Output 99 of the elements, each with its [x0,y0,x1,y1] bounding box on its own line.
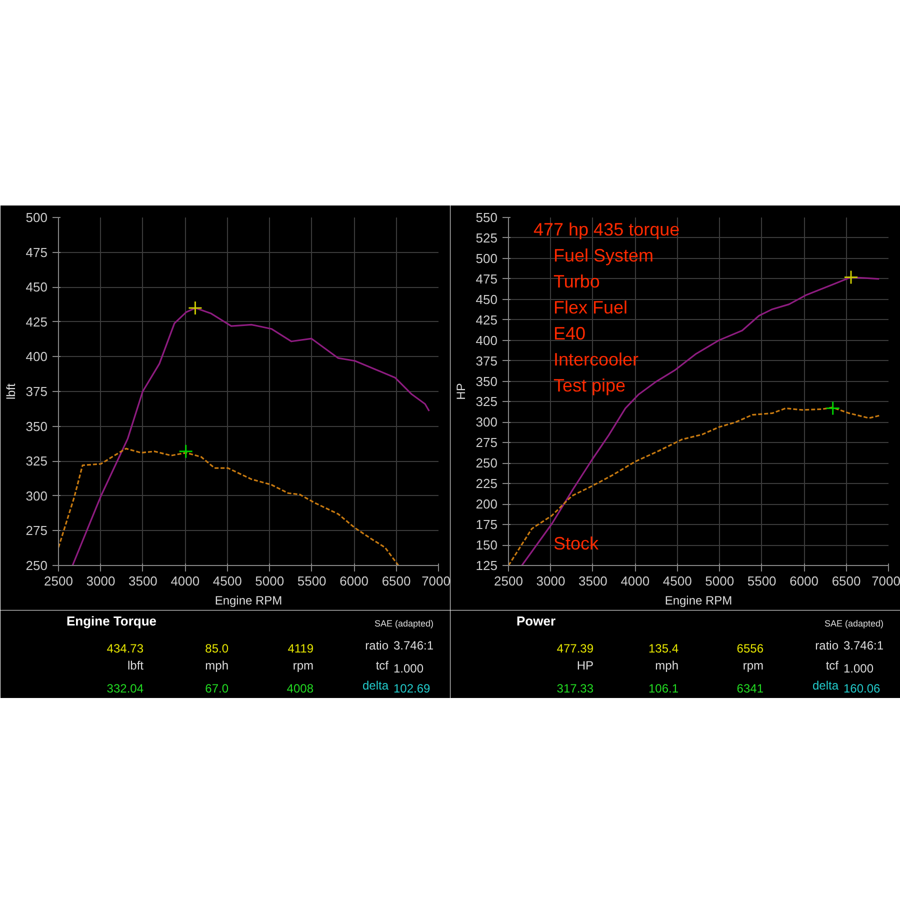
y-tick-label: 275 [26,523,48,538]
y-axis-title: lbft [4,382,18,400]
x-tick-label: 7000 [422,574,450,588]
y-tick-label: 375 [26,384,48,399]
text: SAE (adapted) [374,618,434,628]
x-axis-title: Engine RPM [664,594,732,608]
y-tick-label: 350 [26,418,48,434]
y-tick-label: 200 [476,496,498,512]
x-tick-label: 5000 [705,574,734,588]
annotation: Turbo [554,272,600,292]
text: 6341 [736,682,764,696]
line-series [72,307,430,566]
annotation: Test pipe [554,376,626,396]
y-tick-label: 225 [476,476,498,492]
x-tick-label: 5500 [297,574,326,588]
text: 6556 [736,642,764,656]
text: 1.000 [394,662,424,676]
y-tick-label: 425 [26,314,48,330]
y-tick-label: 250 [26,558,48,573]
x-tick-label: 2500 [494,574,523,588]
y-tick-label: 500 [476,250,498,266]
text: ratio [815,638,839,652]
y-tick-label: 500 [26,210,48,225]
text: 332.04 [106,682,144,696]
text: Engine Torque [66,614,157,628]
text: rpm [742,658,764,672]
y-tick-label: 525 [476,230,498,246]
text: delta [362,678,389,692]
x-tick-label: 3500 [578,574,608,588]
series-label: Stock [554,534,600,554]
y-tick-label: 150 [476,538,498,553]
text: 1.000 [844,662,874,676]
x-tick-label: 3000 [86,574,116,588]
line-series [521,276,880,566]
text: tcf [376,658,390,672]
text: 434.73 [106,642,144,656]
text: 102.69 [394,682,431,696]
text: 477.39 [556,642,594,656]
x-tick-label: 6500 [832,574,861,588]
y-tick-label: 125 [476,558,498,573]
x-tick-label: 5000 [255,574,284,588]
y-tick-label: 375 [476,353,498,368]
y-tick-label: 300 [26,488,48,504]
text: ratio [365,638,389,652]
x-tick-label: 4000 [170,574,200,588]
text: HP [576,658,594,672]
y-tick-label: 475 [476,271,498,286]
text: 67.0 [205,682,229,696]
text: 4119 [288,642,314,656]
x-tick-label: 6000 [790,574,819,588]
annotation: Flex Fuel [554,298,628,318]
annotation: E40 [554,324,586,344]
text: mph [655,658,678,672]
text: lbft [127,658,144,672]
text: mph [205,658,228,672]
y-tick-label: 450 [26,280,48,295]
text: 160.06 [844,682,881,696]
y-tick-label: 250 [476,456,498,471]
y-tick-label: 450 [476,292,498,307]
text: 4008 [286,682,314,696]
x-axis-title: Engine RPM [214,594,282,608]
y-tick-label: 400 [476,332,498,348]
y-tick-label: 400 [26,349,48,364]
y-tick-label: 550 [476,210,498,225]
line-series [508,406,880,566]
annotation: Fuel System [554,246,654,266]
text: 3.746:1 [394,638,434,652]
annotation: Intercooler [554,350,639,370]
y-tick-label: 325 [476,394,498,410]
y-axis-title: HP [454,383,468,400]
x-tick-label: 7000 [872,574,900,588]
text: 85.0 [205,642,229,656]
x-tick-label: 6500 [382,574,411,588]
line-series [58,448,400,566]
y-tick-label: 300 [476,414,498,430]
x-tick-label: 3500 [128,574,158,588]
x-tick-label: 2500 [44,574,73,588]
text: tcf [826,658,840,672]
y-tick-label: 325 [26,454,48,469]
x-tick-label: 3000 [536,574,566,588]
y-tick-label: 275 [476,435,498,450]
annotation: 477 hp 435 torque [534,220,680,240]
x-tick-label: 4500 [662,574,692,588]
text: 106.1 [648,682,679,696]
y-tick-label: 425 [476,312,498,328]
text: 3.746:1 [844,638,884,652]
y-tick-label: 175 [476,517,498,532]
text: SAE (adapted) [824,618,884,628]
text: rpm [292,658,314,672]
x-tick-label: 6000 [340,574,369,588]
y-tick-label: 475 [26,244,48,260]
x-tick-label: 4500 [212,574,242,588]
y-tick-label: 350 [476,374,498,389]
text: 317.33 [556,682,594,696]
x-tick-label: 5500 [747,574,776,588]
text: 135.4 [648,642,679,656]
x-tick-label: 4000 [620,574,650,588]
text: Power [516,614,556,628]
text: delta [812,678,839,692]
